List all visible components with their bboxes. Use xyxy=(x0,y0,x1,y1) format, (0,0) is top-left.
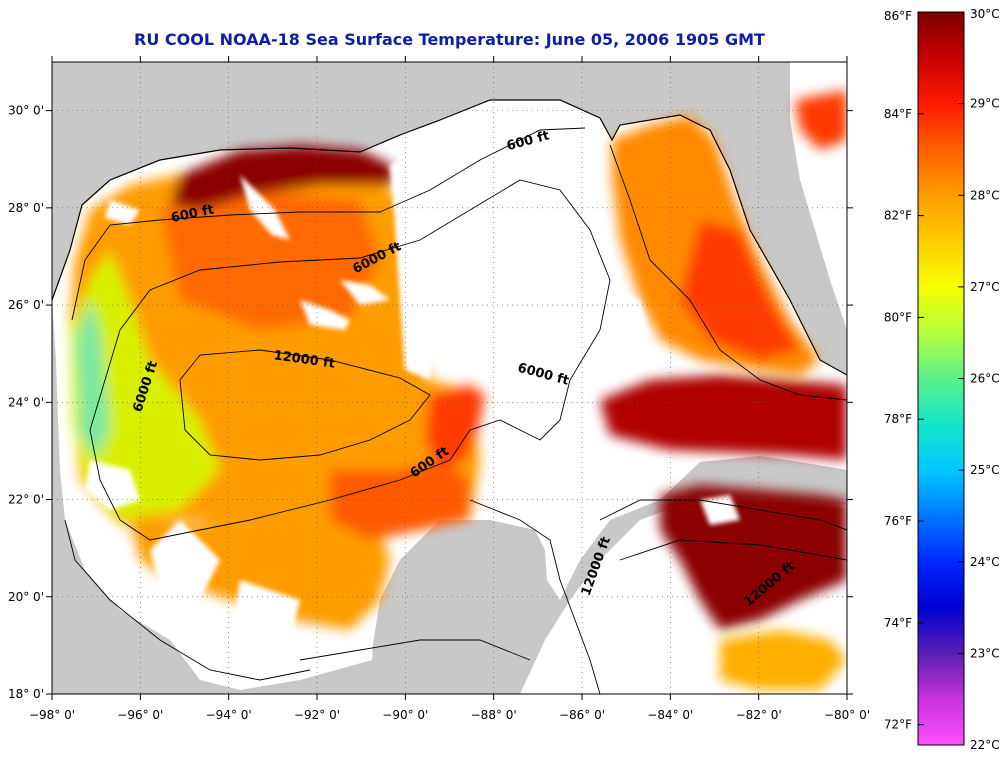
longitude-tick-label: −80° 0' xyxy=(824,708,870,722)
latitude-tick-label: 28° 0' xyxy=(8,201,44,215)
longitude-tick-label: −94° 0' xyxy=(206,708,252,722)
cloud-patch xyxy=(150,520,220,600)
latitude-tick-label: 22° 0' xyxy=(8,493,44,507)
contour-600ft-west xyxy=(64,519,311,681)
colorbar-c-label: 24°C xyxy=(970,555,1000,569)
contour-12000ft-cayman xyxy=(599,499,847,531)
colorbar-fahrenheit-labels: 86°F 84°F 82°F 80°F 78°F 76°F 74°F 72°F xyxy=(884,9,924,732)
longitude-tick-label: −90° 0' xyxy=(382,708,428,722)
frame-ticks xyxy=(46,56,853,700)
sst-field xyxy=(70,90,847,690)
cloud-patch xyxy=(390,150,470,380)
colorbar-c-label: 30°C xyxy=(970,7,1000,21)
sst-warm-southcentral xyxy=(330,460,470,540)
longitude-tick-label: −86° 0' xyxy=(559,708,605,722)
cloud-patch xyxy=(240,175,290,240)
sst-straits-florida xyxy=(600,375,847,460)
cloud-patch xyxy=(610,290,650,345)
longitude-tick-label: −88° 0' xyxy=(471,708,517,722)
cloud-patch xyxy=(230,580,300,640)
contour-600ft-yucatan xyxy=(299,639,531,661)
colorbar-f-label: 78°F xyxy=(884,412,912,426)
colorbar-f-label: 80°F xyxy=(884,310,912,324)
sst-warm-loop xyxy=(425,385,485,470)
colorbar-c-label: 27°C xyxy=(970,280,1000,294)
colorbar-c-label: 26°C xyxy=(970,372,1000,386)
cloud-patch xyxy=(700,495,740,525)
colorbar-c-label: 28°C xyxy=(970,188,1000,202)
map-frame xyxy=(51,61,848,695)
latitude-tick-label: 18° 0' xyxy=(8,687,44,701)
sst-florida-inner xyxy=(680,220,800,360)
sst-caribbean-south xyxy=(720,630,847,690)
colorbar-f-label: 86°F xyxy=(884,9,912,23)
bathymetry-contours xyxy=(64,127,847,694)
sst-cold-west-band xyxy=(76,300,110,460)
latitude-tick-label: 30° 0' xyxy=(8,104,44,118)
longitude-tick-label: −96° 0' xyxy=(117,708,163,722)
colorbar-f-label: 76°F xyxy=(884,514,912,528)
latitude-tick-label: 24° 0' xyxy=(8,395,44,409)
colorbar: 86°F 84°F 82°F 80°F 78°F 76°F 74°F 72°F 30°C 29°… xyxy=(884,7,1000,752)
colorbar-f-label: 82°F xyxy=(884,209,912,223)
coastline xyxy=(52,99,847,376)
yucatan-peninsula xyxy=(372,520,547,694)
colorbar-f-label: 72°F xyxy=(884,718,912,732)
colorbar-c-label: 23°C xyxy=(970,646,1000,660)
map-title: RU COOL NOAA-18 Sea Surface Temperature:… xyxy=(134,30,765,49)
colorbar-f-label: 84°F xyxy=(884,107,912,121)
contour-600ft xyxy=(609,144,847,401)
sst-hot-louisiana xyxy=(170,145,395,210)
contour-6000ft-yucatan xyxy=(469,499,601,694)
contour-12000ft xyxy=(179,349,431,461)
sst-south-cuba xyxy=(660,485,847,630)
colorbar-f-label: 74°F xyxy=(884,616,912,630)
sst-warm-central xyxy=(160,190,380,330)
colorbar-c-label: 29°C xyxy=(970,97,1000,111)
longitude-labels: −98° 0' −96° 0' −94° 0' −92° 0' −90° 0' −88° … xyxy=(29,708,870,722)
cloud-patch xyxy=(105,200,140,225)
graticule xyxy=(52,62,847,694)
longitude-tick-label: −82° 0' xyxy=(736,708,782,722)
latitude-labels: 30° 0' 28° 0' 26° 0' 24° 0' 22° 0' 20° 0' 18° … xyxy=(8,104,44,701)
contour-6000ft xyxy=(89,179,611,541)
contour-12000ft-cayman xyxy=(619,539,847,561)
colorbar-c-label: 25°C xyxy=(970,463,1000,477)
sst-atlantic-east xyxy=(795,90,847,150)
longitude-tick-label: −98° 0' xyxy=(29,708,75,722)
latitude-tick-label: 26° 0' xyxy=(8,298,44,312)
longitude-tick-label: −84° 0' xyxy=(647,708,693,722)
latitude-tick-label: 20° 0' xyxy=(8,590,44,604)
cloud-patch xyxy=(340,280,390,305)
colorbar-gradient xyxy=(917,11,965,746)
colorbar-celsius-labels: 30°C 29°C 28°C 27°C 26°C 25°C 24°C 23°C 22°C xyxy=(958,7,1000,752)
colorbar-c-label: 22°C xyxy=(970,738,1000,752)
longitude-tick-label: −92° 0' xyxy=(294,708,340,722)
sst-cool-west-coast xyxy=(70,250,220,520)
cloud-patch xyxy=(300,300,350,330)
contour-600ft xyxy=(71,127,586,321)
